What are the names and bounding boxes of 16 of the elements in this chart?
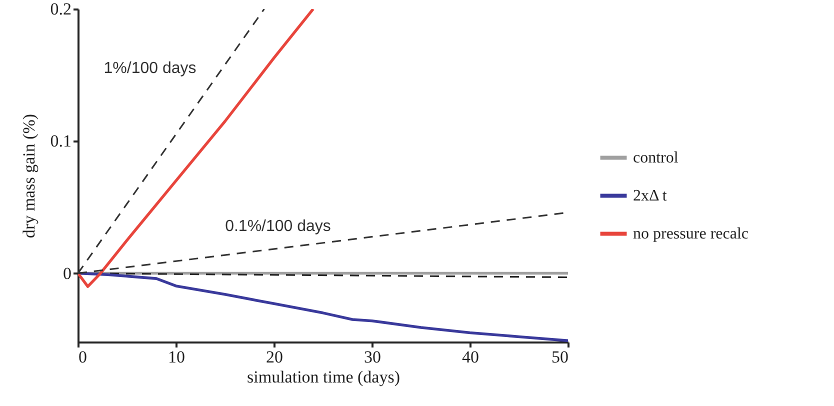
y-axis-title: dry mass gain (%) [19,114,38,238]
x-tick-label: 50 [552,348,568,366]
legend-label: control [633,150,679,167]
y-tick-label: 0.2 [50,0,72,18]
x-tick-label: 30 [364,348,381,366]
y-tick-label: 0 [63,264,72,283]
x-axis-title: simulation time (days) [247,368,400,386]
legend-label: 2xΔ t [633,188,668,205]
legend-label: no pressure recalc [633,226,748,243]
x-tick-label: 20 [266,348,283,366]
x-tick-label: 10 [168,348,185,366]
x-tick-label: 40 [462,348,479,366]
annotation: 1%/100 days [104,60,196,77]
y-tick-label: 0.1 [50,132,72,151]
x-tick-label: 0 [78,348,87,366]
annotation: 0.1%/100 days [225,218,331,235]
